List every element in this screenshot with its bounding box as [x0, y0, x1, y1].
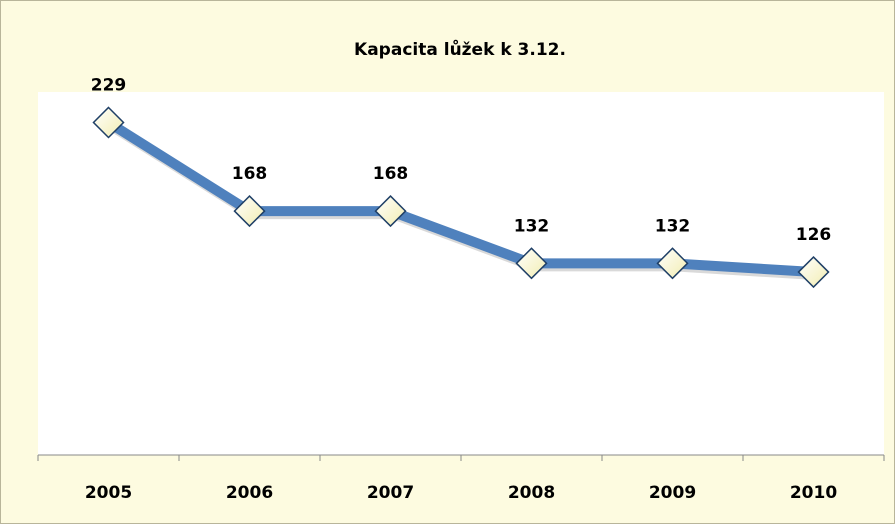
plot-area — [38, 92, 884, 455]
data-label: 126 — [796, 225, 832, 245]
data-label: 168 — [373, 164, 409, 184]
data-label: 132 — [514, 216, 550, 236]
marker — [515, 247, 548, 280]
x-tick-label: 2009 — [649, 483, 696, 503]
data-label: 168 — [232, 164, 268, 184]
x-tick-label: 2005 — [85, 483, 132, 503]
marker — [797, 255, 830, 289]
marker — [656, 247, 689, 280]
data-label: 229 — [91, 75, 127, 95]
data-label: 132 — [655, 216, 691, 236]
chart-title: Kapacita lůžek k 3.12. — [354, 38, 566, 60]
x-tick-label: 2006 — [226, 483, 273, 503]
marker — [92, 106, 125, 139]
x-tick-label: 2010 — [790, 483, 837, 503]
x-tick-label: 2007 — [367, 483, 414, 503]
line — [105, 118, 814, 278]
marker — [233, 195, 266, 228]
x-tick-label: 2008 — [508, 483, 555, 503]
marker — [374, 195, 407, 228]
